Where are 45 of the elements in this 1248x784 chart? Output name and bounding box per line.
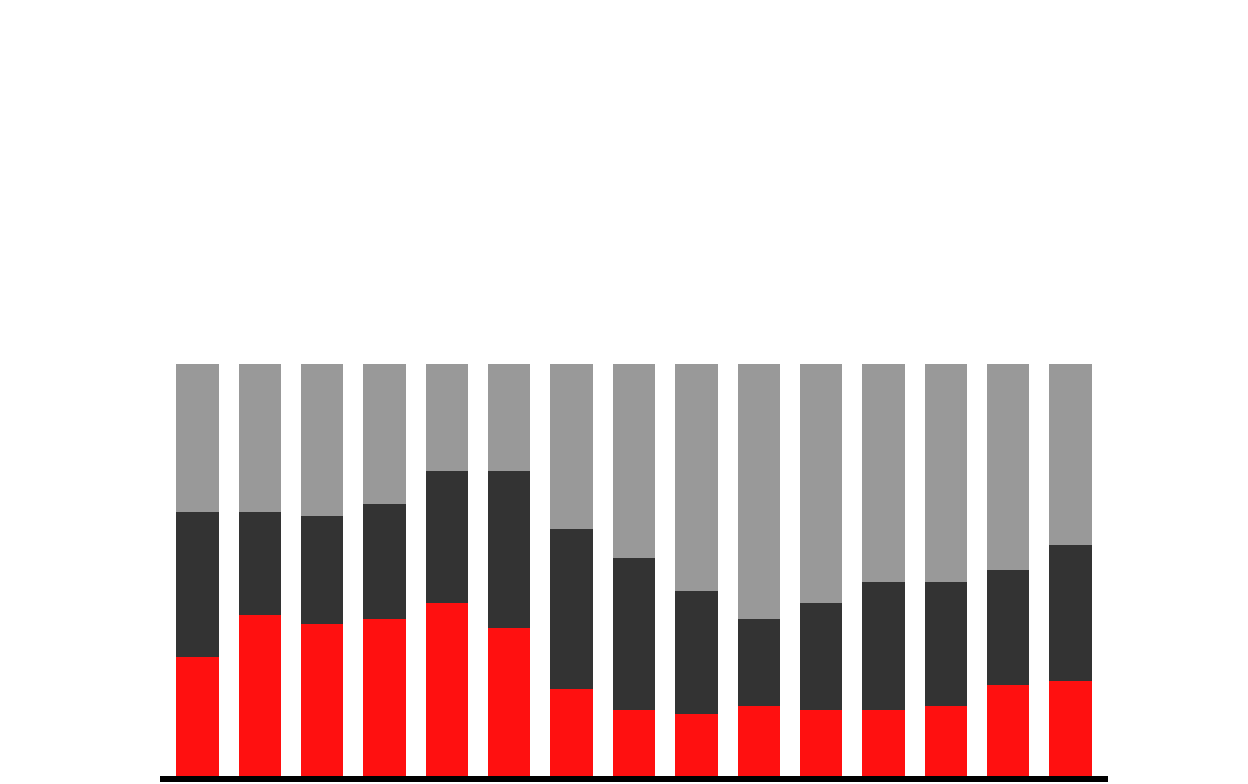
bar [363,364,406,505]
bar [799,710,843,776]
bar [737,364,780,620]
bar [425,602,469,776]
bar [425,364,469,472]
bar [300,516,344,624]
bar [176,364,219,513]
bar [176,512,219,657]
bar [799,364,843,603]
bar [862,582,905,711]
bar [924,705,968,776]
bar [238,615,281,776]
bar [924,582,968,706]
bar [1049,681,1092,776]
bar [924,364,968,583]
bar [612,557,656,711]
bar [550,689,593,776]
bar [425,471,469,603]
bar [1049,364,1092,546]
bar [238,512,281,616]
bar [1049,545,1092,682]
bar [987,364,1030,570]
bar [675,364,718,591]
bar [488,471,531,628]
bar [363,619,406,776]
bar [737,619,780,706]
bar [737,705,780,776]
bar [675,714,718,776]
bar [612,364,656,558]
bar [675,590,718,715]
bar [987,685,1030,776]
bar [862,364,905,583]
bar [238,364,281,513]
bar [799,602,843,711]
bar [862,710,905,776]
bar [488,364,531,472]
bar [300,623,344,776]
bar [300,364,344,517]
bar [987,570,1030,686]
bar [176,656,219,776]
bar [363,504,406,620]
bar [612,710,656,776]
bar [550,528,593,690]
bar [488,627,531,776]
bar [550,364,593,529]
